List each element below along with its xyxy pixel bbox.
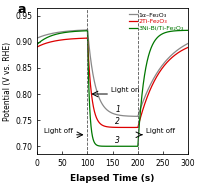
Text: 3: 3 bbox=[115, 136, 120, 145]
X-axis label: Elapsed Time (s): Elapsed Time (s) bbox=[70, 174, 155, 182]
Legend: 1α–Fe₂O₃, 2Ti-Fe₂O₃, 3Ni-Bi/Ti-Fe₂O₃: 1α–Fe₂O₃, 2Ti-Fe₂O₃, 3Ni-Bi/Ti-Fe₂O₃ bbox=[128, 11, 185, 32]
Text: Light off: Light off bbox=[146, 128, 175, 134]
Text: a: a bbox=[18, 3, 26, 16]
Text: 1: 1 bbox=[115, 105, 120, 114]
Text: Light on: Light on bbox=[111, 87, 140, 94]
Y-axis label: Potential (V vs. RHE): Potential (V vs. RHE) bbox=[3, 41, 13, 121]
Text: 2: 2 bbox=[115, 117, 120, 126]
Text: Light off: Light off bbox=[44, 128, 73, 134]
